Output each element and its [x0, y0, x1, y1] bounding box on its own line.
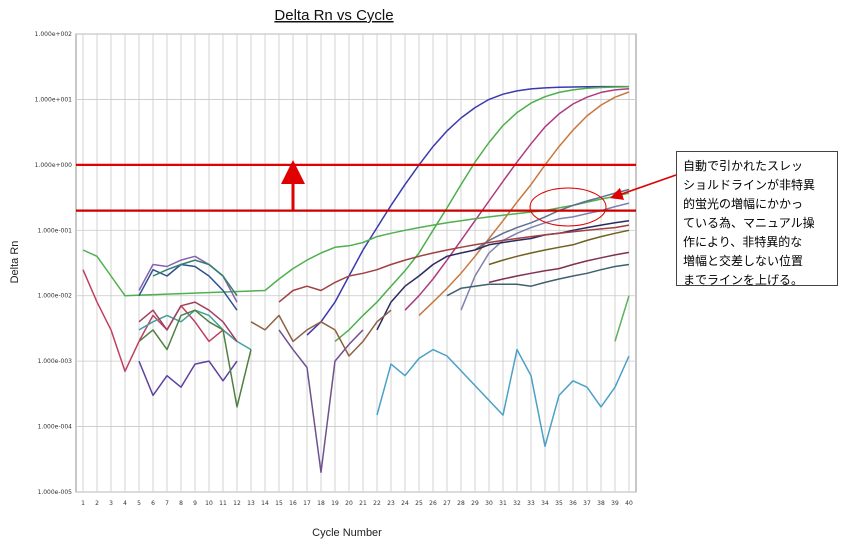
x-tick-label: 9	[193, 500, 197, 507]
x-tick-label: 21	[359, 500, 367, 507]
series-line	[138, 263, 238, 311]
x-tick-label: 11	[219, 500, 227, 507]
x-tick-label: 24	[401, 500, 409, 507]
x-tick-label: 31	[499, 500, 507, 507]
x-tick-label: 6	[151, 500, 155, 507]
x-tick-label: 3	[109, 500, 113, 507]
tick-layer: 1 2 3 4 5 6 7 8 9 10 11 12 13 14 15 16 17 18 19 20 21 22 23 24 2…	[35, 31, 633, 507]
y-axis-label: Delta Rn	[9, 241, 21, 284]
series-line	[404, 87, 630, 311]
series-line	[82, 269, 238, 373]
x-tick-label: 10	[205, 500, 213, 507]
x-tick-label: 4	[123, 500, 127, 507]
x-tick-label: 40	[625, 500, 633, 507]
x-tick-label: 1	[81, 500, 85, 507]
x-tick-label: 5	[137, 500, 141, 507]
x-tick-label: 14	[261, 500, 269, 507]
y-tick-label: 1.000e-003	[38, 358, 73, 365]
chart-title: Delta Rn vs Cycle	[274, 7, 393, 24]
x-tick-label: 18	[317, 500, 325, 507]
x-tick-label: 13	[247, 500, 255, 507]
series-line	[278, 329, 364, 474]
x-tick-label: 27	[443, 500, 451, 507]
threshold-layer	[76, 163, 636, 212]
annotation-line: 作により、非特異的な	[683, 235, 803, 249]
x-tick-label: 8	[179, 500, 183, 507]
x-tick-label: 36	[569, 500, 577, 507]
x-tick-label: 12	[233, 500, 241, 507]
y-tick-label: 1.000e+002	[35, 31, 73, 38]
x-tick-label: 15	[275, 500, 283, 507]
series-line	[488, 229, 630, 266]
series-line	[306, 85, 629, 336]
x-tick-label: 19	[331, 500, 339, 507]
x-axis-label: Cycle Number	[312, 527, 382, 539]
x-tick-label: 30	[485, 500, 493, 507]
y-tick-label: 1.000e-004	[38, 424, 73, 431]
annotation-line: 自動で引かれたスレッ	[683, 159, 804, 173]
series-line	[614, 295, 630, 342]
series-line	[250, 309, 392, 357]
y-tick-label: 1.000e-001	[38, 227, 73, 234]
series-line	[488, 251, 630, 284]
x-tick-label: 23	[387, 500, 395, 507]
x-tick-label: 38	[597, 500, 605, 507]
series-line	[152, 259, 238, 297]
x-tick-label: 35	[555, 500, 563, 507]
callout-arrow	[609, 174, 677, 200]
y-tick-label: 1.000e-002	[38, 293, 73, 300]
annotation-line: 増幅と交差しない位置	[683, 254, 804, 268]
series-line	[334, 86, 630, 342]
series-line	[138, 360, 238, 397]
annotation-line: までラインを上げる。	[683, 273, 804, 287]
x-tick-label: 32	[513, 500, 521, 507]
x-tick-label: 20	[345, 500, 353, 507]
series-line	[474, 188, 630, 251]
series-line	[278, 224, 630, 303]
x-tick-label: 37	[583, 500, 591, 507]
series-line	[418, 91, 630, 316]
x-tick-label: 2	[95, 500, 99, 507]
highlight-ellipse	[529, 187, 607, 227]
x-tick-label: 16	[289, 500, 297, 507]
x-tick-label: 22	[373, 500, 381, 507]
x-tick-label: 33	[527, 500, 535, 507]
annotation-line: ショルドラインが非特異	[683, 178, 816, 192]
series-line	[138, 301, 238, 342]
y-tick-label: 1.000e-005	[38, 489, 73, 496]
x-tick-label: 28	[457, 500, 465, 507]
series-line	[138, 309, 252, 408]
series-line	[446, 263, 630, 297]
annotation-line: ている為、マニュアル操	[683, 216, 815, 230]
annotation-line: 的蛍光の増幅にかかっ	[683, 197, 804, 211]
x-tick-label: 34	[541, 500, 549, 507]
series-line	[376, 348, 630, 448]
x-tick-label: 7	[165, 500, 169, 507]
series-line	[82, 192, 630, 297]
x-tick-label: 39	[611, 500, 619, 507]
x-tick-label: 17	[303, 500, 311, 507]
y-tick-label: 1.000e+000	[35, 162, 73, 169]
y-tick-label: 1.000e+001	[35, 96, 73, 103]
series-layer	[82, 85, 630, 474]
x-tick-label: 29	[471, 500, 479, 507]
annotation-callout: 自動で引かれたスレッ ショルドラインが非特異 的蛍光の増幅にかかっ ている為、マ…	[676, 151, 838, 287]
x-tick-label: 26	[429, 500, 437, 507]
x-tick-label: 25	[415, 500, 423, 507]
series-line	[376, 219, 630, 331]
